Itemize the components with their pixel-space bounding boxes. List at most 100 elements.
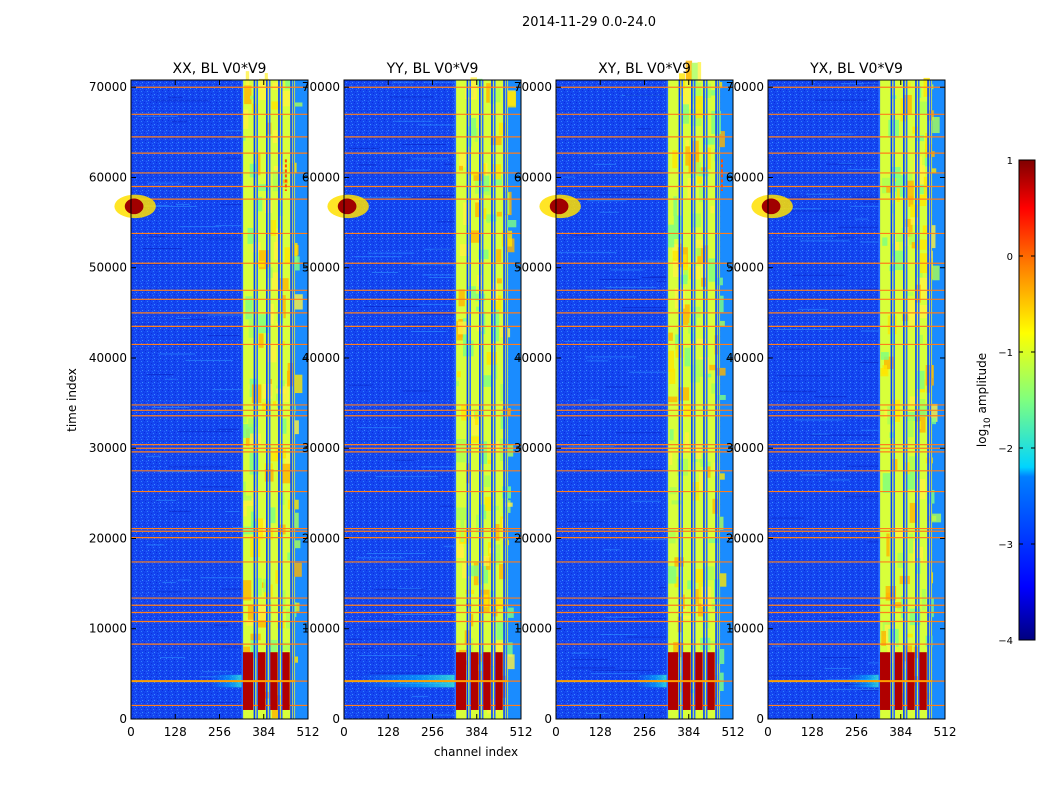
band-texture xyxy=(281,341,286,347)
low-channel-blob-core xyxy=(549,198,569,215)
band-texture xyxy=(486,83,491,103)
band-texture xyxy=(683,304,690,325)
panel-title: YY, BL V0*V9 xyxy=(386,61,479,77)
band-texture xyxy=(673,215,683,239)
band-texture xyxy=(890,323,895,347)
band-texture xyxy=(500,384,504,402)
y-tick-label: 30000 xyxy=(302,441,340,455)
band-texture xyxy=(253,487,258,506)
band-texture xyxy=(669,429,674,441)
band-texture xyxy=(682,265,689,281)
panels: XX, BL V0*V9 0 128 256 384 512 0 10000 20000 3000… xyxy=(89,60,956,739)
band-texture xyxy=(919,334,923,344)
band-texture xyxy=(708,538,720,544)
band-texture xyxy=(271,101,281,110)
band-texture xyxy=(256,196,263,212)
band-texture xyxy=(891,243,895,257)
band-texture xyxy=(685,60,693,81)
band-texture xyxy=(673,642,684,658)
band-texture xyxy=(932,116,940,134)
band-texture xyxy=(248,318,256,338)
band-texture xyxy=(258,314,269,334)
band-texture xyxy=(928,489,935,504)
band-texture xyxy=(264,463,273,469)
band-texture xyxy=(910,204,919,218)
band-texture xyxy=(703,566,715,581)
band-texture xyxy=(916,135,925,142)
band-texture xyxy=(291,102,303,107)
band-texture xyxy=(459,154,466,168)
band-texture xyxy=(242,481,246,497)
band-texture xyxy=(909,396,919,407)
band-texture xyxy=(895,233,902,242)
x-tick-label: 256 xyxy=(633,725,656,739)
band-texture xyxy=(264,73,268,83)
band-texture xyxy=(273,242,282,260)
band-texture xyxy=(909,456,918,471)
band-texture xyxy=(707,147,711,170)
band-texture xyxy=(685,139,690,147)
band-texture xyxy=(242,526,254,535)
band-texture xyxy=(275,448,287,459)
band-texture xyxy=(264,200,273,213)
colorbar-label: log10 amplitude xyxy=(975,353,993,447)
panel-0: XX, BL V0*V9 0 128 256 384 512 0 10000 20000 3000… xyxy=(89,61,320,739)
band-texture xyxy=(269,303,274,325)
band-texture xyxy=(673,260,684,278)
band-texture xyxy=(905,218,913,237)
y-tick-label: 60000 xyxy=(89,170,127,184)
band-texture xyxy=(718,320,725,327)
band-texture xyxy=(899,575,910,585)
band-texture xyxy=(696,243,701,257)
y-tick-label: 40000 xyxy=(514,351,552,365)
colorbar-tick-label: 1 xyxy=(1007,156,1013,167)
band-texture xyxy=(882,237,888,246)
band-texture xyxy=(461,405,469,421)
x-tick-label: 256 xyxy=(208,725,231,739)
band-texture xyxy=(469,614,474,627)
band-texture xyxy=(242,424,254,438)
band-texture xyxy=(484,496,492,511)
x-tick-label: 128 xyxy=(801,725,824,739)
band-texture xyxy=(492,505,499,511)
band-texture xyxy=(672,250,681,263)
band-texture xyxy=(682,615,692,620)
band-texture xyxy=(281,90,293,107)
band-texture xyxy=(494,599,504,609)
band-texture xyxy=(480,441,488,465)
band-texture xyxy=(713,579,721,602)
band-texture xyxy=(707,640,719,645)
band-texture xyxy=(496,621,507,640)
y-tick-label: 40000 xyxy=(726,351,764,365)
band-texture xyxy=(483,375,493,387)
y-tick-label: 60000 xyxy=(514,170,552,184)
band-texture xyxy=(495,544,501,566)
band-texture xyxy=(258,184,269,192)
band-texture xyxy=(289,540,301,549)
band-texture xyxy=(284,453,291,468)
band-texture xyxy=(925,635,933,647)
x-tick-label: 0 xyxy=(552,725,560,739)
band-texture xyxy=(474,411,479,425)
y-tick-label: 70000 xyxy=(726,80,764,94)
band-texture xyxy=(276,310,284,324)
colorbar-tick-label: 0 xyxy=(1007,252,1013,263)
y-tick-label: 70000 xyxy=(514,80,552,94)
y-tick-label: 30000 xyxy=(726,441,764,455)
band-texture xyxy=(704,83,712,98)
band-texture xyxy=(247,227,254,244)
band-texture xyxy=(243,498,254,506)
band-texture xyxy=(902,314,909,322)
band-texture xyxy=(455,380,460,387)
band-texture xyxy=(685,146,690,166)
rfi-band-edge xyxy=(295,80,308,719)
band-texture xyxy=(493,642,504,655)
band-texture xyxy=(497,278,502,284)
band-texture xyxy=(697,603,703,617)
x-tick-label: 384 xyxy=(465,725,488,739)
band-texture xyxy=(272,82,283,90)
band-texture xyxy=(459,165,464,171)
band-texture xyxy=(882,473,891,493)
band-texture xyxy=(680,274,688,285)
band-texture xyxy=(931,168,937,174)
